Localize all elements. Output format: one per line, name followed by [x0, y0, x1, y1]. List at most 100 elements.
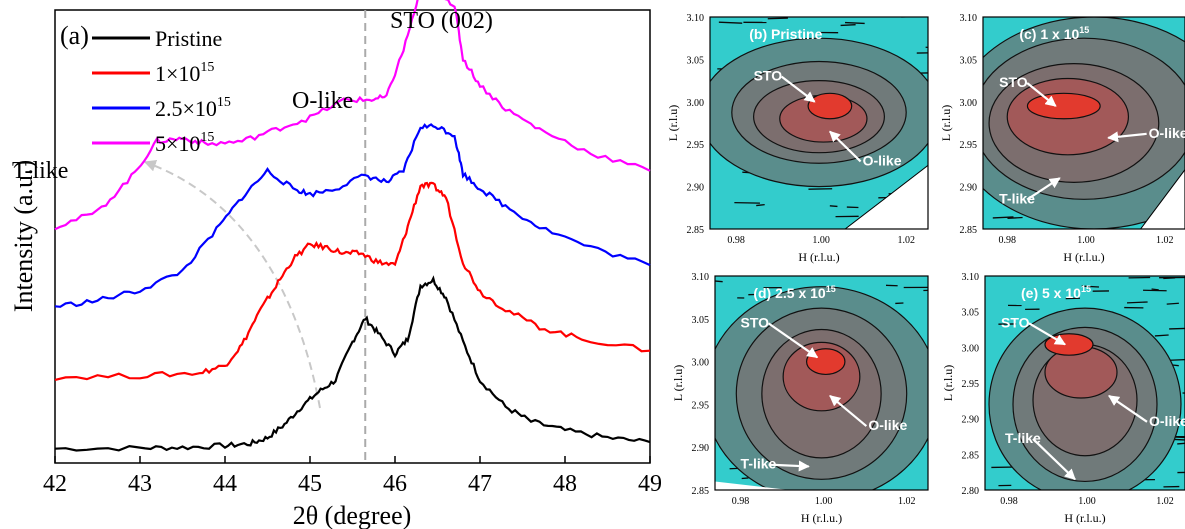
map-y-tick-label: 2.95	[687, 140, 705, 151]
annotation-sto: STO (002)	[390, 8, 493, 34]
map-peak-label: STO	[1001, 314, 1030, 330]
legend: Pristine 1×1015 2.5×1015 5×1015	[92, 26, 231, 156]
map-panel-title: (e) 5 x 1015	[1021, 284, 1091, 301]
rsm-map: (e) 5 x 1015 3.10 3.05 3.00 2.95 2.90 2.85 2.80…	[941, 272, 1185, 525]
x-tick-label: 42	[43, 471, 67, 497]
annotation-o-like: O-like	[292, 88, 353, 114]
series-line	[54, 275, 651, 452]
map-panel-title: (c) 1 x 1015	[1019, 25, 1089, 42]
map-x-axis-label: H (r.l.u.)	[801, 511, 842, 525]
map-peak-label: O-like	[1149, 413, 1185, 429]
map-peak-label: T-like	[741, 456, 777, 472]
map-y-tick-label: 2.95	[962, 379, 980, 390]
noise-streak	[992, 216, 1014, 219]
map-x-tick-label: 1.02	[898, 496, 916, 507]
map-y-axis-label: L (r.l.u)	[941, 365, 955, 402]
map-x-tick-label: 1.00	[815, 496, 833, 507]
legend-exponent: 15	[200, 130, 214, 145]
map-y-tick-label: 3.05	[687, 55, 705, 66]
map-y-tick-label: 2.85	[692, 486, 710, 497]
noise-streak	[844, 21, 865, 25]
map-x-tick-label: 0.98	[727, 235, 745, 246]
contour-band	[1026, 92, 1101, 120]
map-y-tick-label: 2.85	[962, 450, 980, 461]
noise-streak	[840, 24, 856, 27]
map-x-axis-label: H (r.l.u.)	[1064, 511, 1105, 525]
map-y-tick-label: 3.00	[962, 343, 980, 354]
rsm-map: (d) 2.5 x 1015 3.10 3.05 3.00 2.95 2.90 2.85 0.…	[671, 272, 929, 525]
map-frame	[709, 16, 929, 230]
noise-streak	[767, 17, 788, 20]
noise-streak	[1177, 442, 1185, 445]
x-tick-layer: 42 43 44 45 46 47 48 49	[43, 456, 662, 497]
map-peak-arrow	[768, 460, 810, 472]
map-y-tick-label: 3.05	[962, 308, 980, 319]
noise-streak	[1163, 277, 1176, 280]
map-x-tick-label: 1.00	[812, 235, 830, 246]
map-x-tick-label: 1.02	[897, 235, 915, 246]
noise-streak	[829, 205, 838, 208]
map-y-tick-label: 2.80	[962, 486, 980, 497]
x-tick-label: 43	[128, 471, 152, 497]
map-frame	[984, 275, 1185, 491]
map-x-axis-label: H (r.l.u.)	[798, 250, 839, 264]
map-y-tick-label: 3.05	[960, 55, 978, 66]
annotation-t-like: T-like	[12, 158, 68, 184]
t-like-guide-curve	[143, 160, 321, 409]
map-y-tick-label: 3.10	[687, 13, 705, 24]
noise-streak	[715, 280, 723, 283]
map-peak-arrow	[829, 130, 862, 163]
noise-streak	[1007, 216, 1023, 219]
map-peak-label: T-like	[1005, 430, 1041, 446]
x-tick-label: 46	[383, 471, 407, 497]
map-peak-arrow	[1107, 131, 1147, 143]
noise-streak	[734, 201, 760, 204]
map-frame	[982, 16, 1185, 230]
map-x-tick-label: 1.00	[1078, 496, 1096, 507]
noise-streak	[1154, 334, 1169, 337]
map-y-tick-label: 2.95	[692, 400, 710, 411]
noise-streak	[1081, 285, 1100, 288]
map-peak-label: T-like	[999, 191, 1035, 207]
map-peak-arrow	[1032, 438, 1076, 481]
map-peak-label: O-like	[863, 152, 902, 168]
map-title-exponent: 15	[1081, 284, 1091, 294]
noise-streak	[756, 203, 765, 207]
map-y-tick-label: 2.90	[960, 183, 978, 194]
map-y-tick-label: 3.00	[960, 98, 978, 109]
x-tick-label: 44	[213, 471, 237, 497]
series-line	[54, 181, 651, 381]
noise-streak	[741, 477, 749, 480]
map-frame	[714, 275, 929, 491]
map-y-tick-label: 3.05	[692, 315, 710, 326]
map-y-tick-label: 2.90	[962, 415, 980, 426]
map-y-tick-label: 2.85	[687, 225, 705, 236]
map-y-tick-label: 3.10	[960, 13, 978, 24]
map-x-axis-label: H (r.l.u.)	[1063, 250, 1104, 264]
map-title-exponent: 15	[826, 284, 836, 294]
map-peak-arrow	[829, 394, 868, 427]
noise-streak	[923, 289, 928, 292]
y-axis-label: Intensity (a.u.)	[9, 160, 38, 312]
blank-region	[844, 164, 928, 229]
map-x-tick-label: 0.98	[732, 496, 750, 507]
map-title-exponent: 15	[1079, 25, 1089, 35]
map-x-tick-label: 0.98	[1000, 496, 1018, 507]
panel-label: (a)	[60, 21, 89, 50]
map-y-tick-label: 2.95	[960, 140, 978, 151]
noise-streak	[1151, 288, 1159, 291]
map-y-axis-label: L (r.l.u)	[939, 105, 953, 142]
series-line	[54, 0, 651, 231]
legend-label: 2.5×1015	[155, 95, 231, 121]
map-y-tick-label: 3.10	[962, 272, 980, 283]
noise-streak	[1169, 327, 1185, 330]
x-tick-label: 47	[468, 471, 492, 497]
map-peak-arrow	[1026, 177, 1061, 201]
blank-region	[715, 481, 790, 490]
map-y-tick-label: 3.10	[692, 272, 710, 283]
map-panel-title: (d) 2.5 x 1015	[753, 284, 835, 301]
legend-exponent: 15	[217, 95, 231, 110]
map-x-tick-label: 1.00	[1077, 235, 1095, 246]
blank-region	[1139, 168, 1185, 229]
